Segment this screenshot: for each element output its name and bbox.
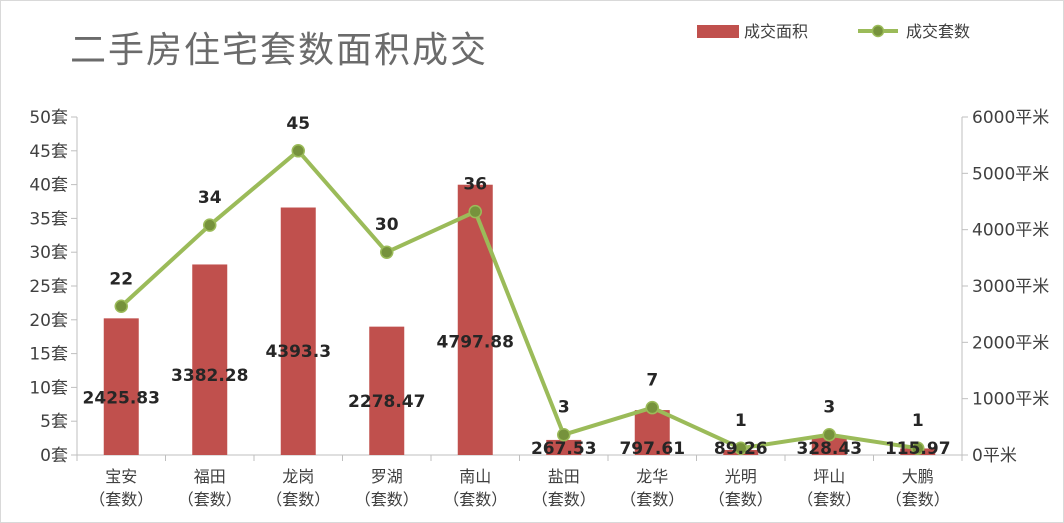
line-data-label: 3 (558, 398, 570, 418)
x-category-sublabel: （套数） (355, 490, 419, 509)
line-data-label: 7 (646, 371, 658, 391)
y-left-tick-label: 25套 (29, 277, 68, 297)
legend: 成交面积 成交套数 (697, 22, 970, 41)
bar-data-label: 267.53 (531, 439, 597, 459)
x-category-sublabel: （套数） (266, 490, 330, 509)
bar-data-label: 4797.88 (437, 332, 514, 352)
line-series (114, 144, 925, 455)
data-labels: 2425.83 3382.28 4393.3 2278.47 4797.88 267.53… (83, 114, 951, 459)
bar-series (103, 184, 936, 455)
line-data-label: 34 (198, 188, 222, 208)
y-left-tick-label: 0套 (40, 446, 68, 466)
line-point (734, 441, 748, 455)
x-category-sublabel: （套数） (709, 490, 773, 509)
bar-data-label: 4393.3 (265, 342, 331, 362)
x-category-label: 大鹏 (902, 467, 934, 486)
x-category-label: 南山 (459, 467, 491, 486)
y-left-tick-label: 20套 (29, 311, 68, 331)
line-point (468, 204, 482, 219)
x-category-sublabel: （套数） (620, 490, 684, 509)
x-category-sublabel: （套数） (532, 490, 596, 509)
line-point (291, 144, 305, 158)
bar-data-label: 328.43 (796, 439, 862, 459)
line-point (911, 441, 925, 455)
bar (280, 207, 316, 455)
x-category-label: 宝安 (105, 467, 137, 486)
x-category-sublabel: （套数） (443, 490, 507, 509)
x-category-label: 龙华 (636, 467, 668, 486)
bar-data-label: 797.61 (619, 439, 685, 459)
y-right-tick-label: 3000平米 (972, 277, 1049, 297)
bar (369, 326, 405, 455)
x-category-sublabel: （套数） (89, 490, 153, 509)
legend-label-line: 成交套数 (906, 22, 970, 41)
y-left-tick-label: 15套 (29, 345, 68, 365)
x-category-label: 龙岗 (282, 467, 314, 486)
line-data-label: 36 (463, 175, 487, 195)
bar (192, 264, 228, 455)
bar (457, 184, 493, 455)
legend-swatch-bar (697, 25, 739, 38)
x-category-label: 盐田 (548, 467, 580, 486)
y-right-tick-label: 1000平米 (972, 390, 1049, 410)
line-data-label: 1 (735, 411, 747, 431)
x-category-sublabel: （套数） (797, 490, 861, 509)
legend-swatch-marker (871, 24, 885, 38)
y-left-tick-label: 30套 (29, 243, 68, 263)
line-data-label: 3 (823, 398, 835, 418)
x-category-label: 坪山 (813, 467, 845, 486)
x-category-label: 罗湖 (371, 467, 403, 486)
line-point (645, 400, 659, 415)
y-right-tick-label: 4000平米 (972, 221, 1049, 241)
bar (103, 318, 139, 455)
line-point (114, 299, 128, 314)
y-left-tick-label: 50套 (29, 108, 68, 128)
y-left-tick-label: 5套 (40, 412, 68, 432)
y-left-tick-label: 35套 (29, 209, 68, 229)
bar-data-label: 2278.47 (348, 392, 425, 412)
line-data-label: 45 (286, 114, 310, 134)
bar (634, 410, 670, 455)
bar-data-label: 115.97 (885, 439, 951, 459)
x-category-sublabel: （套数） (178, 490, 242, 509)
bar-data-label: 89.26 (714, 439, 768, 459)
line-path (119, 148, 919, 451)
line-data-label: 22 (109, 269, 133, 289)
x-category-label: 福田 (194, 467, 226, 486)
y-right-tick-label: 6000平米 (972, 108, 1049, 128)
x-category-sublabel: （套数） (886, 490, 950, 509)
line-point (380, 245, 394, 259)
line-point (557, 427, 571, 442)
line-data-label: 1 (912, 411, 924, 431)
line-point (822, 427, 836, 442)
chart-title: 二手房住宅套数面积成交 (70, 30, 488, 71)
bar-data-label: 2425.83 (83, 389, 160, 409)
line-point (203, 218, 217, 232)
y-right-tick-label: 0平米 (972, 446, 1017, 466)
x-category-label: 光明 (725, 467, 757, 486)
legend-label-bar: 成交面积 (744, 22, 808, 41)
bar (546, 439, 582, 455)
y-right-tick-label: 2000平米 (972, 333, 1049, 353)
y-right-tick-label: 5000平米 (972, 164, 1049, 184)
bar-data-label: 3382.28 (171, 366, 248, 386)
bar (811, 436, 847, 455)
line-data-label: 30 (375, 215, 399, 235)
y-left-tick-label: 10套 (29, 378, 68, 398)
y-left-tick-label: 45套 (29, 142, 68, 162)
y-left-tick-label: 40套 (29, 176, 68, 196)
